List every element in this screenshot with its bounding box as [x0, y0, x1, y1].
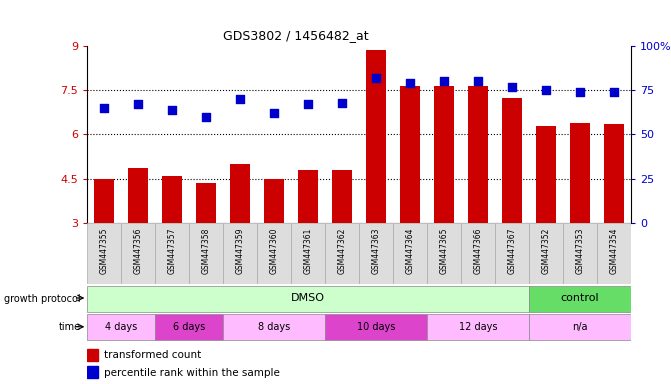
Bar: [155, 223, 189, 284]
Text: time: time: [58, 322, 81, 333]
Point: [201, 114, 211, 120]
Text: n/a: n/a: [572, 322, 588, 332]
Bar: [230, 164, 250, 223]
Bar: [427, 223, 461, 284]
Bar: [535, 126, 556, 223]
Text: GSM447360: GSM447360: [270, 228, 278, 274]
Bar: [393, 223, 427, 284]
Text: 8 days: 8 days: [258, 322, 290, 332]
Bar: [121, 223, 155, 284]
Bar: [264, 179, 285, 223]
Bar: [570, 122, 590, 223]
Bar: [223, 314, 325, 340]
Text: GDS3802 / 1456482_at: GDS3802 / 1456482_at: [223, 29, 369, 42]
Bar: [433, 86, 454, 223]
Text: GSM447363: GSM447363: [372, 228, 380, 274]
Point: [540, 87, 551, 93]
Bar: [223, 223, 257, 284]
Bar: [468, 86, 488, 223]
Bar: [502, 98, 522, 223]
Bar: [366, 50, 386, 223]
Text: GSM447364: GSM447364: [405, 228, 415, 274]
Bar: [291, 223, 325, 284]
Bar: [597, 223, 631, 284]
Bar: [87, 223, 121, 284]
Bar: [298, 170, 318, 223]
Text: percentile rank within the sample: percentile rank within the sample: [103, 367, 279, 377]
Bar: [604, 124, 624, 223]
Point: [405, 80, 415, 86]
Point: [439, 78, 450, 84]
Text: growth protocol: growth protocol: [4, 293, 81, 304]
Point: [370, 75, 381, 81]
Point: [609, 89, 619, 95]
Bar: [325, 314, 427, 340]
Bar: [529, 314, 631, 340]
Bar: [257, 223, 291, 284]
Point: [167, 107, 178, 113]
Text: 6 days: 6 days: [173, 322, 205, 332]
Bar: [87, 349, 98, 361]
Bar: [495, 223, 529, 284]
Text: control: control: [560, 293, 599, 303]
Text: GSM447352: GSM447352: [541, 228, 550, 274]
Bar: [461, 223, 495, 284]
Point: [507, 84, 517, 90]
Point: [303, 101, 313, 108]
Point: [268, 110, 279, 116]
Text: GSM447366: GSM447366: [473, 228, 482, 274]
Bar: [87, 366, 98, 379]
Bar: [427, 314, 529, 340]
Bar: [162, 175, 183, 223]
Text: GSM447355: GSM447355: [100, 228, 109, 274]
Text: GSM447357: GSM447357: [168, 228, 176, 274]
Bar: [563, 223, 597, 284]
Point: [99, 105, 109, 111]
Bar: [189, 223, 223, 284]
Bar: [87, 286, 529, 311]
Text: GSM447365: GSM447365: [440, 228, 448, 274]
Point: [472, 78, 483, 84]
Point: [133, 101, 144, 108]
Text: transformed count: transformed count: [103, 350, 201, 360]
Text: GSM447353: GSM447353: [575, 228, 584, 274]
Text: GSM447362: GSM447362: [338, 228, 346, 274]
Text: GSM447361: GSM447361: [303, 228, 313, 274]
Text: 12 days: 12 days: [458, 322, 497, 332]
Bar: [359, 223, 393, 284]
Text: GSM447359: GSM447359: [236, 228, 245, 274]
Point: [574, 89, 585, 95]
Point: [235, 96, 246, 102]
Bar: [87, 314, 155, 340]
Bar: [155, 314, 223, 340]
Text: GSM447358: GSM447358: [201, 228, 211, 274]
Bar: [94, 179, 114, 223]
Bar: [128, 168, 148, 223]
Text: GSM447354: GSM447354: [609, 228, 618, 274]
Bar: [529, 223, 563, 284]
Text: 4 days: 4 days: [105, 322, 138, 332]
Text: 10 days: 10 days: [357, 322, 395, 332]
Bar: [529, 286, 631, 311]
Bar: [331, 170, 352, 223]
Text: DMSO: DMSO: [291, 293, 325, 303]
Bar: [196, 183, 216, 223]
Bar: [325, 223, 359, 284]
Text: GSM447356: GSM447356: [134, 228, 143, 274]
Text: GSM447367: GSM447367: [507, 228, 517, 274]
Bar: [400, 86, 420, 223]
Point: [337, 99, 348, 106]
